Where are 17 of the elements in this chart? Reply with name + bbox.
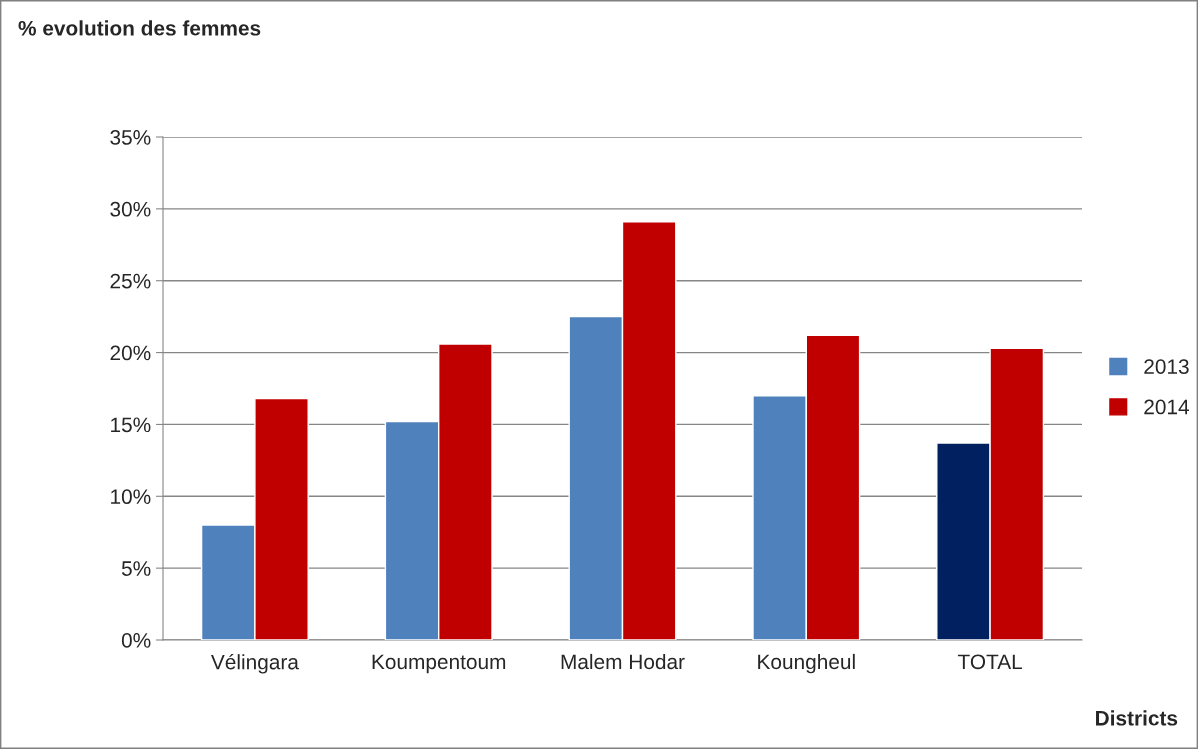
x-tick-label: TOTAL: [957, 654, 1023, 670]
x-tick-label: Malem Hodar: [561, 653, 685, 670]
x-axis-title: Districts: [1096, 710, 1178, 726]
y-tick-label: 30%: [110, 201, 151, 217]
y-tick-label: 0%: [121, 633, 151, 648]
y-tick-label: 25%: [110, 273, 151, 289]
y-axis-title: % evolution des femmes: [18, 20, 261, 36]
x-tick-label: Koumpentoum: [372, 654, 506, 674]
legend-label: 2014: [1144, 399, 1190, 415]
y-tick-label: 5%: [121, 561, 151, 576]
y-tick-label: 15%: [111, 417, 151, 433]
x-tick-label: Vélingara: [210, 653, 299, 674]
y-tick-label: 10%: [111, 489, 151, 505]
y-tick-label: 35%: [110, 130, 151, 145]
y-tick-label: 20%: [110, 345, 151, 361]
x-tick-label: Koungheul: [758, 653, 855, 674]
legend-label: 2013: [1144, 359, 1189, 374]
